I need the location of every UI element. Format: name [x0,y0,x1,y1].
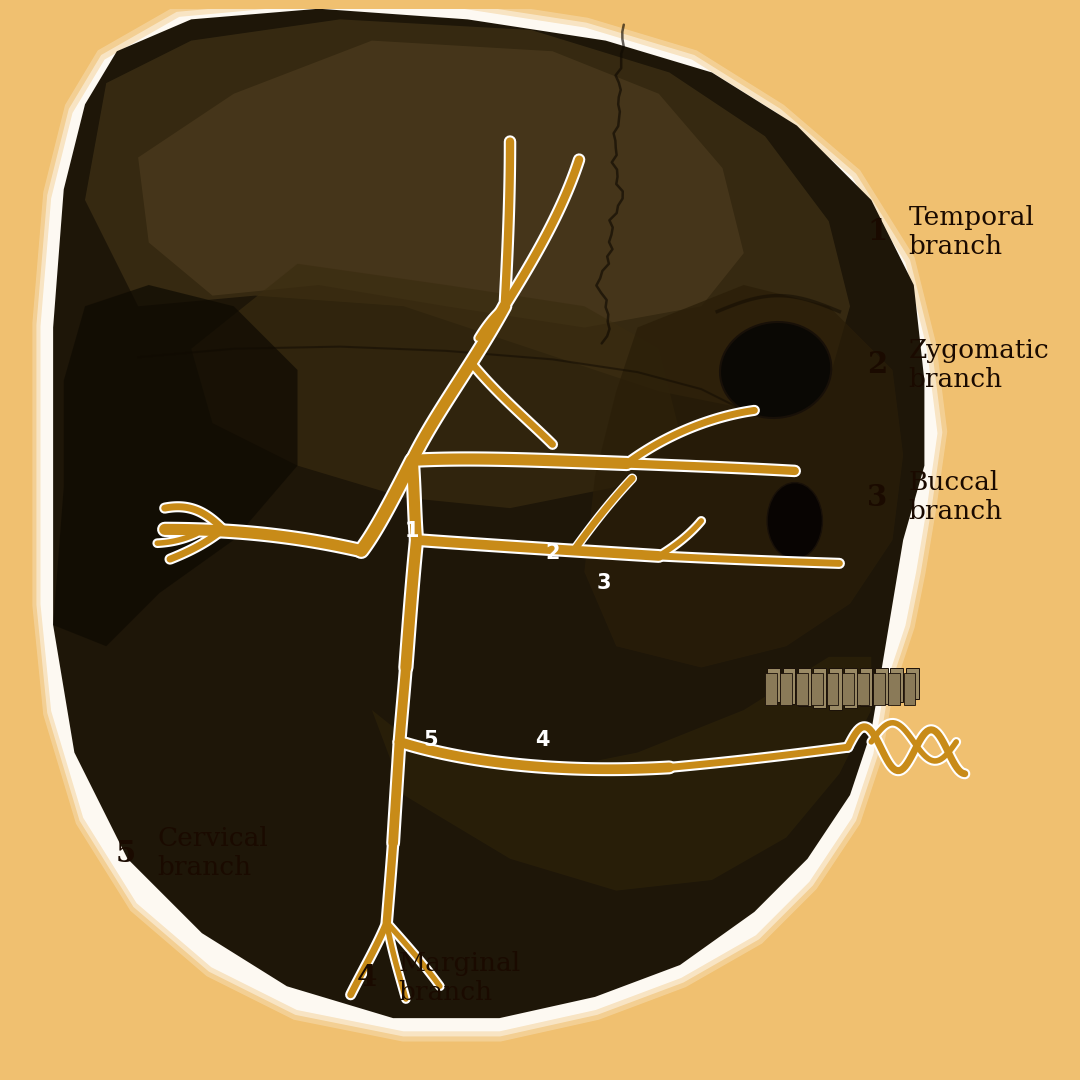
Bar [828,667,841,710]
Bar [811,673,823,704]
Bar [842,673,854,704]
Polygon shape [40,6,937,1031]
Polygon shape [32,0,947,1041]
Text: Zygomatic
branch: Zygomatic branch [908,338,1049,392]
Bar [826,673,838,704]
Polygon shape [584,285,903,667]
Bar [875,667,888,704]
Bar [781,673,792,704]
Bar [873,673,885,704]
Bar [765,673,777,704]
Bar [890,667,903,702]
Ellipse shape [767,483,822,559]
Text: 3: 3 [596,572,611,593]
Polygon shape [53,285,297,646]
Polygon shape [138,41,744,327]
Bar [858,673,869,704]
Bar [888,673,900,704]
Text: Temporal
branch: Temporal branch [908,205,1035,259]
Bar [798,667,811,705]
Bar [813,667,826,707]
Polygon shape [53,9,924,1018]
Polygon shape [191,264,680,508]
Bar [860,667,873,705]
Text: 2: 2 [545,543,559,563]
Bar [783,667,795,704]
Bar [906,667,919,700]
Text: 3: 3 [867,483,887,512]
Bar [767,667,780,702]
Polygon shape [85,19,850,413]
Polygon shape [37,1,943,1037]
Text: Buccal
branch: Buccal branch [908,471,1002,525]
Bar [845,667,856,707]
Text: 4: 4 [356,963,377,993]
Text: Marginal
branch: Marginal branch [399,950,521,1004]
Text: 1: 1 [405,522,419,541]
Bar [904,673,916,704]
Ellipse shape [720,322,832,418]
Text: 4: 4 [535,730,549,750]
Text: 5: 5 [423,730,437,750]
Text: Cervical
branch: Cervical branch [158,826,268,880]
Bar [796,673,808,704]
Text: 5: 5 [116,839,136,868]
Text: 2: 2 [867,350,887,379]
Polygon shape [372,657,872,891]
Text: 1: 1 [867,217,887,246]
